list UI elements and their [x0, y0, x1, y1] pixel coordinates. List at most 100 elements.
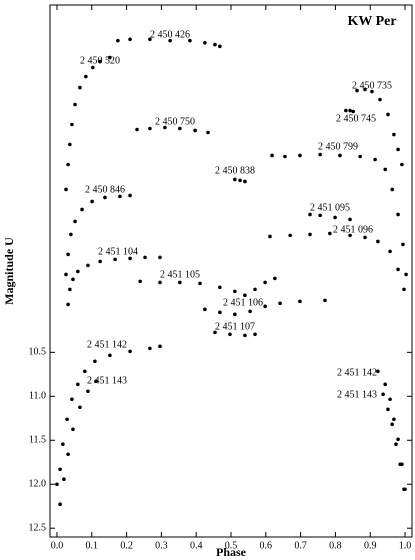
data-point [390, 422, 394, 427]
data-point [163, 125, 167, 130]
data-point [66, 302, 70, 307]
data-point [383, 167, 387, 172]
data-point [328, 231, 332, 236]
data-point [376, 369, 380, 374]
series-label: 2 450 750 [155, 116, 195, 127]
data-point [268, 234, 272, 239]
data-point [218, 285, 222, 290]
y-tick-label: 11.0 [29, 391, 46, 402]
data-point [64, 187, 68, 192]
data-point [392, 132, 396, 137]
data-point [188, 38, 192, 43]
data-point [363, 235, 367, 240]
data-point [396, 437, 400, 442]
series-label: 2 450 520 [80, 55, 120, 66]
data-point [338, 153, 342, 158]
data-point [283, 154, 287, 159]
data-point [86, 389, 90, 394]
series-label: 2 451 104 [98, 246, 138, 257]
series-label: 2 451 095 [310, 202, 350, 213]
data-point [80, 207, 84, 212]
data-point [333, 215, 337, 220]
data-point [113, 257, 117, 262]
data-point [263, 304, 267, 309]
y-tick-label: 12.0 [29, 479, 47, 490]
y-tick-label: 11.5 [29, 435, 46, 446]
data-point [288, 233, 292, 238]
data-point [358, 154, 362, 159]
data-point [363, 87, 367, 92]
data-point [128, 349, 132, 354]
data-point [243, 333, 247, 338]
data-point [116, 38, 120, 43]
data-point [148, 126, 152, 131]
data-point [73, 102, 77, 107]
data-point [298, 153, 302, 158]
data-point [278, 301, 282, 306]
data-point [76, 382, 80, 387]
data-point [344, 108, 348, 113]
x-tick-label: 0.9 [364, 540, 377, 551]
x-axis-label: Phase [216, 545, 247, 559]
data-point [135, 127, 139, 132]
data-point [213, 330, 217, 335]
x-tick-label: 0.8 [329, 540, 342, 551]
x-tick-label: 0.3 [155, 540, 168, 551]
data-point [64, 272, 68, 277]
data-point [273, 276, 277, 281]
data-point [394, 442, 398, 447]
data-point [90, 199, 94, 204]
x-tick-label: 0.5 [225, 540, 238, 551]
data-point [76, 269, 80, 274]
series-label: 2 450 799 [318, 141, 358, 152]
data-point [206, 130, 210, 135]
data-point [65, 417, 69, 422]
data-point [270, 153, 274, 158]
data-point [243, 293, 247, 298]
data-point [318, 213, 322, 218]
data-point [128, 256, 132, 261]
data-point [243, 179, 247, 184]
x-tick-label: 1.0 [399, 540, 412, 551]
x-tick-label: 0.7 [294, 540, 307, 551]
data-point [396, 267, 400, 272]
data-point [138, 279, 142, 284]
data-point [383, 382, 387, 387]
data-point [178, 126, 182, 131]
data-point [318, 152, 322, 157]
data-point [351, 109, 355, 114]
data-point [376, 239, 380, 244]
data-point [61, 442, 65, 447]
data-point [238, 178, 242, 183]
data-point [158, 344, 162, 349]
data-point [86, 263, 90, 268]
data-point [400, 162, 404, 167]
data-point [263, 280, 267, 285]
data-point [158, 280, 162, 285]
series-label: 2 451 143 [87, 375, 127, 386]
data-point [402, 487, 406, 492]
data-point [108, 353, 112, 358]
data-point [378, 97, 382, 102]
data-point [91, 65, 95, 70]
y-tick-label: 12.5 [29, 523, 47, 534]
data-point [108, 55, 112, 60]
data-point [402, 287, 406, 292]
data-point [323, 298, 327, 303]
data-point [253, 287, 257, 292]
data-point [55, 482, 59, 487]
data-point [98, 259, 102, 264]
series-label: 2 450 735 [352, 80, 392, 91]
data-point [404, 272, 408, 277]
series-label: 2 451 107 [215, 321, 255, 332]
data-point [62, 477, 66, 482]
data-point [218, 310, 222, 315]
data-point [355, 88, 359, 93]
data-point [78, 85, 82, 90]
data-point [308, 212, 312, 217]
data-point [93, 359, 97, 364]
data-point [71, 277, 75, 282]
series-label: 2 451 142 [337, 367, 377, 378]
data-point [66, 252, 70, 257]
